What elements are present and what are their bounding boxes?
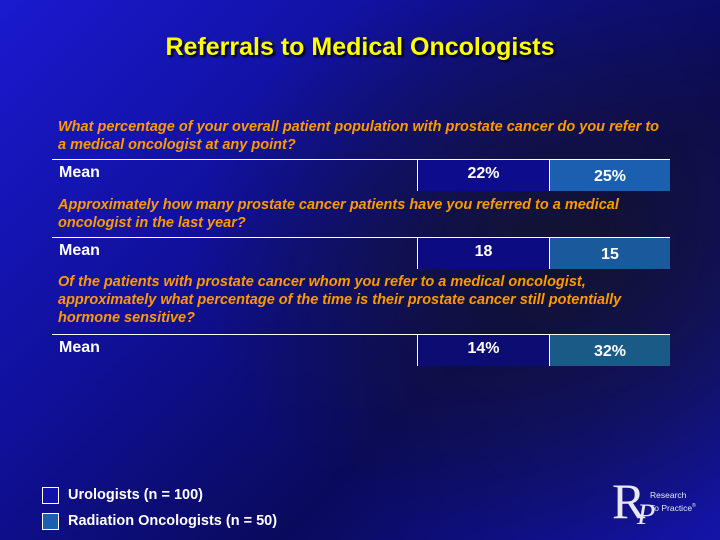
urologists-value: 22% — [417, 160, 549, 191]
logo-text: Research To Practice® — [650, 490, 696, 514]
urologists-value: 14% — [417, 335, 549, 366]
legend-label-urologists: Urologists (n = 100) — [68, 487, 203, 503]
row-label: Mean — [59, 339, 100, 356]
table-row-3: Mean 14% 32% — [52, 334, 670, 366]
legend-swatch-radiation-oncologists — [42, 513, 59, 530]
logo-line-2: To Practice® — [650, 502, 696, 513]
logo-line-1: Research — [650, 490, 687, 500]
question-1: What percentage of your overall patient … — [58, 119, 660, 153]
legend-swatch-urologists — [42, 487, 59, 504]
urologists-value: 18 — [417, 238, 549, 269]
radiation-oncologists-value: 25% — [549, 160, 670, 191]
row-label: Mean — [59, 242, 100, 259]
research-to-practice-logo: R P Research To Practice® — [612, 473, 712, 534]
legend-label-radiation-oncologists: Radiation Oncologists (n = 50) — [68, 513, 278, 529]
logo-letter-p: P — [637, 498, 656, 531]
question-3: Of the patients with prostate cancer who… — [58, 274, 622, 326]
slide-title: Referrals to Medical Oncologists — [165, 33, 555, 61]
table-row-2: Mean 18 15 — [52, 237, 670, 269]
table-row-1: Mean 22% 25% — [52, 159, 670, 191]
row-label: Mean — [59, 164, 100, 181]
radiation-oncologists-value: 32% — [549, 335, 670, 366]
radiation-oncologists-value: 15 — [549, 238, 670, 269]
question-2: Approximately how many prostate cancer p… — [58, 197, 619, 231]
logo-letter-r: R — [612, 473, 646, 529]
